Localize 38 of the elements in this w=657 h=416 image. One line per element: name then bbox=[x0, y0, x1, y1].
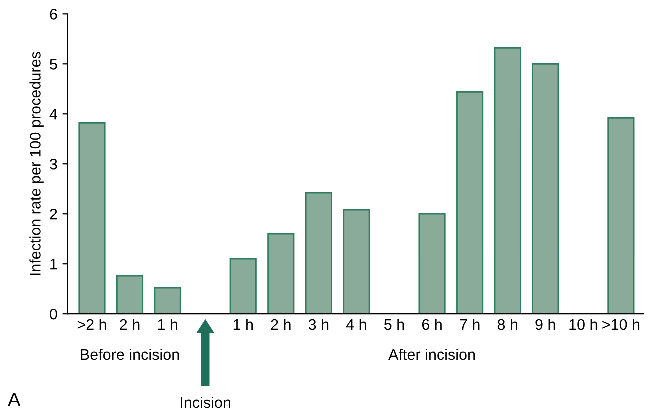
bar bbox=[456, 91, 484, 314]
x-tick-label: 1 h bbox=[158, 318, 178, 330]
text: A bbox=[8, 393, 21, 406]
x-tick-label: 3 h bbox=[308, 318, 329, 330]
bar bbox=[305, 192, 332, 314]
x-tick-label: 9 h bbox=[536, 318, 556, 330]
bar bbox=[268, 233, 295, 314]
bar bbox=[418, 213, 446, 314]
bar bbox=[230, 258, 257, 314]
x-tick-label: >10 h bbox=[602, 318, 640, 330]
bar bbox=[116, 275, 144, 314]
bar bbox=[78, 122, 106, 314]
x-tick-label: 5 h bbox=[384, 318, 404, 330]
text: Incision bbox=[181, 396, 230, 408]
y-tick-label: 5 bbox=[50, 59, 58, 70]
y-tick-label: 2 bbox=[50, 208, 58, 220]
y-tick-label: 4 bbox=[50, 109, 58, 120]
y-tick-label: 1 bbox=[50, 259, 58, 270]
text: After incision bbox=[388, 348, 476, 360]
bar bbox=[494, 47, 522, 314]
x-tick-label: 1 h bbox=[234, 318, 253, 330]
y-tick-label: 0 bbox=[50, 308, 58, 320]
x-tick-label: 7 h bbox=[460, 318, 480, 330]
x-tick-label: 6 h bbox=[422, 318, 442, 330]
bar bbox=[608, 117, 635, 314]
y-tick-label: 6 bbox=[50, 9, 58, 20]
x-tick-label: >2 h bbox=[78, 318, 106, 330]
x-tick-label: 8 h bbox=[498, 318, 518, 330]
bar bbox=[343, 209, 370, 314]
y-tick-label: 3 bbox=[50, 158, 58, 170]
x-tick-label: 4 h bbox=[346, 318, 366, 330]
bar bbox=[154, 287, 182, 314]
bar bbox=[532, 63, 560, 314]
x-tick-label: 2 h bbox=[271, 318, 291, 330]
y-axis-title: Infection rate per 100 procedures bbox=[30, 52, 44, 276]
text: Before incision bbox=[81, 348, 180, 360]
x-tick-label: 2 h bbox=[120, 318, 140, 330]
x-tick-label: 10 h bbox=[570, 318, 598, 330]
